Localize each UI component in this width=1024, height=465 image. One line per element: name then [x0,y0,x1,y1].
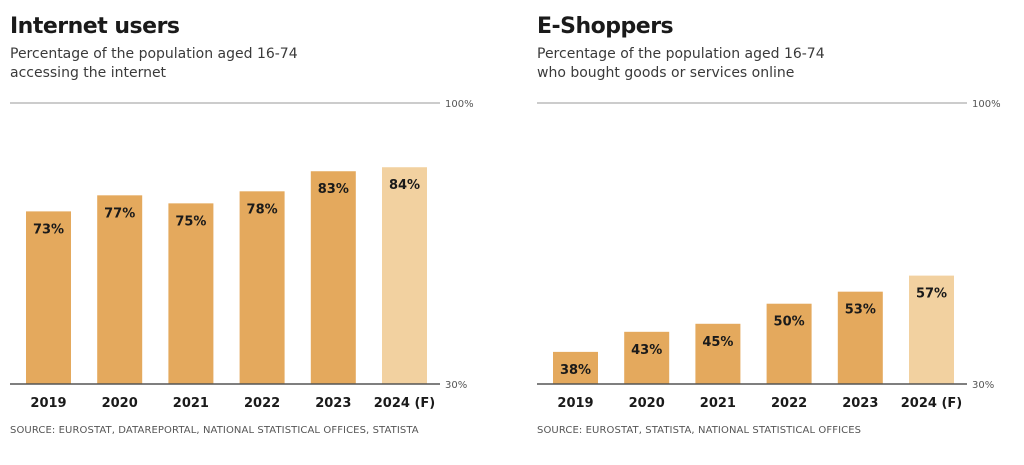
subtitle-line-2: who bought goods or services online [537,65,795,81]
bar-2022 [239,191,285,384]
chart-title: E-Shoppers [537,14,674,39]
bar-2023 [310,171,356,384]
value-label: 45% [702,335,733,350]
source-note: SOURCE: EUROSTAT, DATAREPORTAL, NATIONAL… [10,425,419,436]
subtitle-line-2: accessing the internet [10,65,167,81]
bar-2023 [837,291,883,384]
x-tick-label: 2021 [173,396,209,411]
e-shoppers-chart: 100% 38% 2019 43% 2020 45% 2021 50% 2022 53% 2023 5… [537,99,1001,411]
y-tick-label-max: 100% [972,99,1001,110]
x-tick-label: 2020 [629,396,665,411]
x-tick-label: 2022 [244,396,280,411]
x-tick-label: 2022 [771,396,807,411]
bar-2020 [97,195,143,384]
subtitle-line-1: Percentage of the population aged 16-74 [10,46,298,62]
internet-users-chart: 100% 73% 2019 77% 2020 75% 2021 78% 2022 83% 2023 8… [10,99,474,411]
value-label: 83% [318,182,349,197]
value-label: 50% [774,315,805,330]
value-label: 57% [916,287,947,302]
value-label: 43% [631,343,662,358]
value-label: 75% [175,214,206,229]
value-label: 53% [845,303,876,318]
x-tick-label: 2019 [557,396,593,411]
source-note: SOURCE: EUROSTAT, STATISTA, NATIONAL STA… [537,425,862,436]
bar-2022 [766,303,812,384]
value-label: 77% [104,206,135,221]
x-tick-label: 2024 (F) [374,396,435,411]
internet-users-panel: Internet users Percentage of the populat… [10,14,474,436]
x-tick-label: 2019 [30,396,66,411]
bar-2021 [695,323,741,384]
y-tick-label-max: 100% [445,99,474,110]
x-tick-label: 2023 [315,396,351,411]
value-label: 73% [33,222,64,237]
x-tick-label: 2020 [102,396,138,411]
bar-2019 [553,351,598,384]
bar-2019 [26,211,71,384]
chart-title: Internet users [10,14,180,39]
x-tick-label: 2024 (F) [901,396,962,411]
y-tick-label-min: 30% [445,380,467,391]
value-label: 84% [389,178,420,193]
x-tick-label: 2021 [700,396,736,411]
bar-2024-F [909,275,954,384]
chart-subtitle: Percentage of the population aged 16-74 … [537,45,957,83]
subtitle-line-1: Percentage of the population aged 16-74 [537,46,825,62]
x-tick-label: 2023 [842,396,878,411]
y-tick-label-min: 30% [972,380,994,391]
value-label: 78% [247,202,278,217]
bar-2020 [624,331,670,384]
e-shoppers-panel: E-Shoppers Percentage of the population … [527,0,1024,465]
bar-2024-F [382,167,427,384]
bar-2021 [168,203,214,384]
chart-subtitle: Percentage of the population aged 16-74 … [10,45,430,83]
value-label: 38% [560,363,591,378]
